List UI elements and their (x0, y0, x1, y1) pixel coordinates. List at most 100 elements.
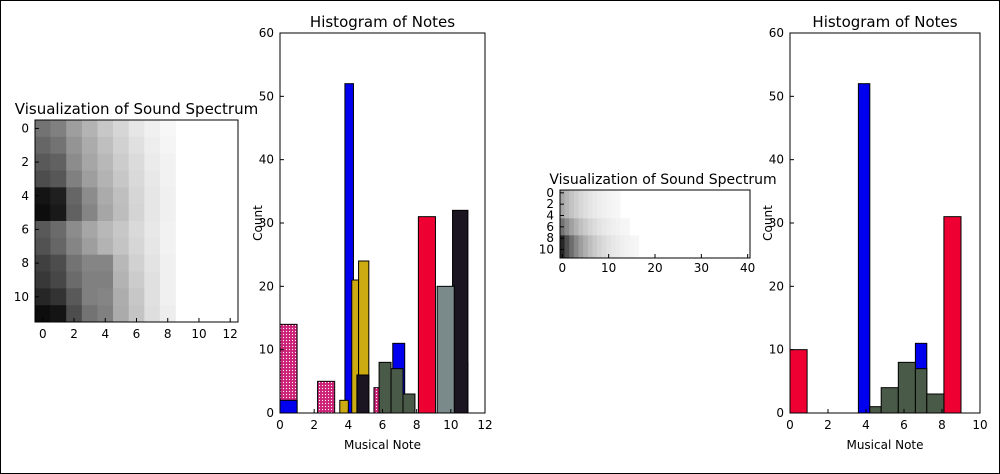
heatmap-small-cell (569, 195, 575, 202)
heatmap-small-cell (615, 241, 621, 247)
heatmap-small-cell (615, 218, 621, 225)
heatmap-small-cell (606, 224, 612, 230)
heatmap-left-cell (35, 271, 51, 289)
heatmap-left-cell (50, 136, 67, 154)
hist-right-xlabel: Musical Note (846, 438, 923, 452)
hist-left-bar (417, 216, 436, 414)
hist-right-bar (869, 406, 882, 414)
heatmap-small-cell (601, 218, 607, 225)
heatmap-small-cell (624, 224, 630, 230)
heatmap-left-cell (159, 153, 176, 171)
heatmap-small-cell (560, 241, 565, 247)
heatmap-small-cell (583, 224, 589, 230)
heatmap-small-cell (610, 212, 616, 219)
heatmap-small-cell (564, 241, 570, 247)
heatmap-small-cell (578, 218, 584, 225)
hist-left-xtick-label: 4 (345, 418, 353, 432)
heatmap-left-cell (128, 136, 145, 154)
hist-right-bar (943, 216, 962, 414)
heatmap-left-cell (144, 153, 161, 171)
heatmap-small-cell (615, 235, 621, 242)
heatmap-small-cell (578, 252, 584, 259)
hist-left-ytick-label: 10 (259, 343, 274, 357)
heatmap-left-cell (113, 271, 129, 289)
heatmap-left-title: Visualization of Sound Spectrum (15, 100, 258, 118)
heatmap-left-cell (128, 221, 145, 239)
heatmap-small-cell (615, 229, 621, 236)
heatmap-left-cell (97, 288, 114, 306)
heatmap-small-cell (620, 252, 626, 259)
hist-left-xtick-label: 2 (310, 418, 318, 432)
heatmap-small-cell (601, 246, 607, 253)
heatmap-small-cell (624, 218, 630, 225)
heatmap-left-cell (159, 221, 176, 239)
heatmap-small-cell (620, 224, 626, 230)
heatmap-small-cell (587, 212, 593, 219)
heatmap-small-cell (583, 218, 589, 225)
heatmap-left-ytick-label: 6 (21, 222, 29, 236)
heatmap-small-cell (592, 201, 598, 208)
heatmap-left-cell (159, 204, 176, 222)
heatmap-left-cell (144, 288, 161, 306)
heatmap-small-cell (592, 235, 598, 242)
heatmap-small-cell (597, 218, 603, 225)
heatmap-small-cell (597, 229, 603, 236)
heatmap-left-cell (81, 288, 98, 306)
heatmap-small-cell (564, 190, 570, 196)
heatmap-left-cell (128, 271, 145, 289)
heatmap-small-cell (564, 224, 570, 230)
heatmap-left-cell (66, 237, 83, 255)
heatmap-small-cell (610, 201, 616, 208)
heatmap-small-cell (578, 207, 584, 213)
heatmap-left-cell (97, 136, 114, 154)
heatmap-small-cell (601, 229, 607, 236)
heatmap-small-cell (610, 195, 616, 202)
heatmap-left-cell (97, 271, 114, 289)
heatmap-small-cell (564, 246, 570, 253)
heatmap-left-cell (81, 153, 98, 171)
heatmap-small-cell (583, 252, 589, 259)
heatmap-small-cell (620, 218, 626, 225)
heatmap-small-cell (629, 235, 635, 242)
heatmap-small-cell (606, 246, 612, 253)
heatmap-small-cell (569, 235, 575, 242)
heatmap-left-cell (113, 288, 129, 306)
heatmap-small-cell (610, 235, 616, 242)
heatmap-small-cell (573, 195, 579, 202)
hist-left-bar (452, 209, 469, 414)
heatmap-left-cell (97, 237, 114, 255)
heatmap-small-cell (615, 252, 621, 259)
heatmap-small-cell (569, 207, 575, 213)
heatmap-left-cell (50, 187, 67, 205)
hist-right-ytick-label: 40 (769, 153, 784, 167)
heatmap-small-cell (601, 207, 607, 213)
heatmap-small-cell (615, 195, 621, 202)
heatmap-small-cell (601, 235, 607, 242)
heatmap-left-cell (35, 237, 51, 255)
heatmap-left-ytick-label: 10 (14, 290, 29, 304)
heatmap-small-cell (573, 190, 579, 196)
heatmap-small-xtick-label: 30 (694, 261, 709, 275)
heatmap-left-cell (113, 305, 129, 323)
heatmap-left-cell (159, 120, 176, 138)
heatmap-left-cell (35, 204, 51, 222)
heatmap-small-cell (592, 246, 598, 253)
hist-right-xtick-label: 0 (786, 418, 794, 432)
heatmap-small-cell (560, 229, 565, 236)
heatmap-small-cell (587, 207, 593, 213)
heatmap-small-cell (587, 201, 593, 208)
heatmap-small-cell (578, 195, 584, 202)
hist-right-bar (857, 83, 871, 414)
hist-left-bar (317, 380, 336, 414)
heatmap-left-cell (159, 288, 176, 306)
heatmap-left-cell (50, 254, 67, 272)
heatmap-small-cell (601, 212, 607, 219)
hist-left-title: Histogram of Notes (310, 13, 455, 31)
heatmap-left-cell (66, 271, 83, 289)
heatmap-left-cell (144, 305, 161, 323)
heatmap-left-cell (81, 136, 98, 154)
heatmap-small-cell (587, 229, 593, 236)
heatmap-small-cell (587, 195, 593, 202)
hist-right-bar (897, 361, 916, 414)
hist-right-xtick-label: 4 (862, 418, 870, 432)
